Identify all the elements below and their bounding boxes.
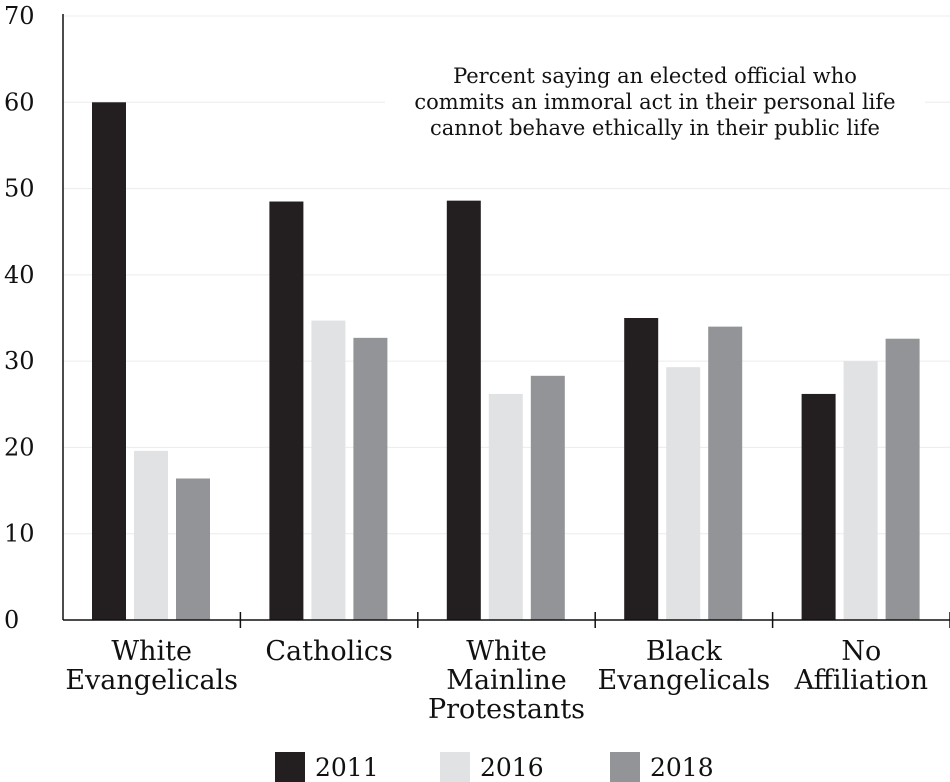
y-tick-label: 20	[4, 433, 35, 461]
chart-title-line: commits an immoral act in their personal…	[414, 90, 895, 114]
category-label: White	[111, 636, 192, 667]
y-tick-label: 30	[4, 347, 35, 375]
category-label: Mainline	[446, 665, 566, 696]
bar-2016-2	[488, 393, 523, 620]
category-label: No	[841, 636, 881, 667]
category-label: White	[466, 636, 547, 667]
bars	[92, 102, 920, 621]
bar-2011-0	[92, 102, 126, 621]
legend: 2011 2016 2018	[275, 752, 714, 782]
bar-2018-3	[708, 326, 743, 620]
legend-swatch-2018	[610, 752, 640, 782]
chart-title-line: Percent saying an elected official who	[453, 64, 857, 88]
bar-2016-0	[134, 450, 168, 620]
y-tick-label: 50	[4, 175, 35, 203]
bar-2016-4	[843, 361, 878, 620]
category-label: Catholics	[265, 636, 393, 667]
legend-label-2018: 2018	[650, 753, 714, 782]
bar-2018-0	[176, 478, 210, 620]
y-tick-labels: 0 10 20 30 40 50 60 70	[4, 2, 35, 634]
bar-2011-1	[269, 201, 304, 620]
category-label: Protestants	[428, 694, 585, 725]
title-background	[385, 56, 925, 156]
bar-2018-4	[885, 338, 920, 620]
chart-title-line: cannot behave ethically in their public …	[430, 116, 880, 140]
bar-2018-1	[353, 337, 388, 620]
y-tick-label: 40	[4, 261, 35, 289]
category-label: Evangelicals	[65, 665, 238, 696]
legend-swatch-2016	[440, 752, 470, 782]
chart-title: Percent saying an elected official whoco…	[385, 56, 925, 156]
bar-2016-3	[666, 367, 701, 620]
legend-label-2011: 2011	[315, 753, 379, 782]
y-tick-label: 60	[4, 88, 35, 116]
bar-2011-2	[446, 200, 481, 620]
legend-swatch-2011	[275, 752, 305, 782]
y-tick-label: 10	[4, 520, 35, 548]
bar-2011-3	[624, 318, 659, 620]
y-tick-label: 70	[4, 2, 35, 30]
category-label: Black	[646, 636, 723, 667]
y-tick-label: 0	[4, 606, 19, 634]
axes	[62, 14, 950, 628]
bar-2016-1	[311, 320, 346, 620]
category-label: Affiliation	[794, 665, 928, 696]
bar-2011-4	[801, 393, 836, 620]
legend-label-2016: 2016	[480, 753, 544, 782]
bar-2018-2	[530, 375, 565, 620]
category-label: Evangelicals	[598, 665, 771, 696]
